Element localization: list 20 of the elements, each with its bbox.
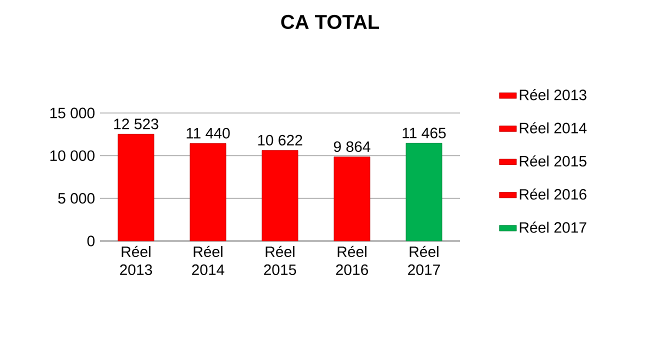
x-tick-label: Réel 2017 (408, 246, 440, 276)
y-tick-label: 15 000 (50, 108, 95, 118)
y-tick-label: 5 000 (58, 193, 95, 204)
data-label: 10 622 (258, 134, 302, 146)
legend-label: Réel 2016 (520, 188, 586, 200)
x-tick-label: Réel 2016 (336, 246, 368, 276)
legend-label: Réel 2017 (520, 222, 586, 233)
data-label: 12 523 (114, 118, 158, 130)
y-tick-label: 0 (87, 236, 95, 246)
chart-title: CA TOTAL (281, 14, 380, 30)
legend-label: Réel 2014 (520, 122, 587, 134)
data-label: 9 864 (334, 141, 370, 152)
x-tick-label: Réel 2013 (120, 246, 152, 276)
data-label: 11 465 (402, 128, 446, 138)
x-tick-label: Réel 2015 (264, 246, 296, 276)
legend-label: Réel 2015 (520, 155, 586, 167)
y-tick-label: 10 000 (50, 150, 95, 161)
x-tick-label: Réel 2014 (192, 246, 224, 276)
data-label: 11 440 (186, 128, 230, 139)
legend-label: Réel 2013 (520, 89, 586, 100)
